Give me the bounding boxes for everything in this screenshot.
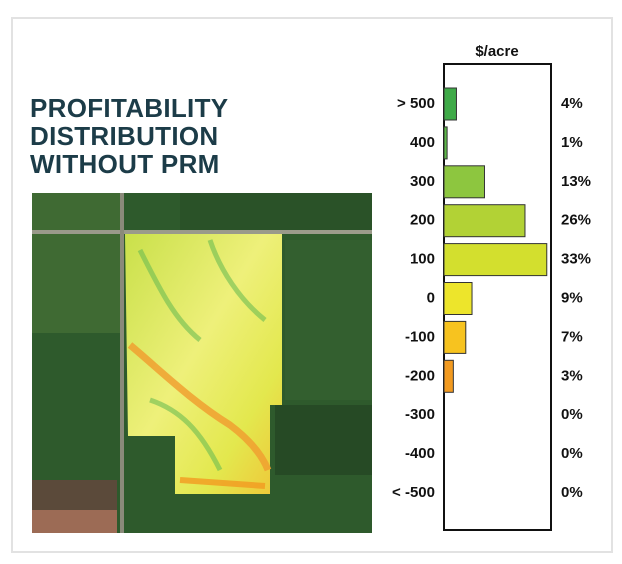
y-tick-label: -100	[405, 328, 435, 345]
value-label: 33%	[561, 251, 591, 268]
bar	[443, 282, 473, 315]
frame	[11, 17, 613, 553]
bar	[443, 359, 454, 393]
bar	[443, 87, 457, 121]
value-label: 1%	[561, 134, 583, 151]
value-label: 3%	[561, 367, 583, 384]
chart-title: PROFITABILITY DISTRIBUTION WITHOUT PRM	[30, 93, 228, 179]
value-label: 0%	[561, 406, 583, 423]
value-label: 13%	[561, 173, 591, 190]
y-tick-label: -200	[405, 367, 435, 384]
value-label: 7%	[561, 328, 583, 345]
y-tick-label: < -500	[392, 484, 435, 501]
y-tick-label: 200	[410, 212, 435, 229]
bar	[443, 165, 485, 199]
y-tick-label: 300	[410, 173, 435, 190]
bar	[443, 320, 467, 354]
value-label: 0%	[561, 445, 583, 462]
field-map	[32, 193, 372, 533]
axis-label: $/acre	[475, 43, 518, 60]
bar	[443, 243, 548, 277]
y-tick-label: 100	[410, 251, 435, 268]
bar	[443, 204, 526, 238]
bar	[443, 126, 448, 160]
value-label: 26%	[561, 212, 591, 229]
y-tick-label: -300	[405, 406, 435, 423]
value-label: 9%	[561, 289, 583, 306]
value-label: 0%	[561, 484, 583, 501]
y-tick-label: > 500	[397, 95, 435, 112]
y-tick-label: 400	[410, 134, 435, 151]
value-label: 4%	[561, 95, 583, 112]
y-tick-label: -400	[405, 445, 435, 462]
y-tick-label: 0	[427, 289, 435, 306]
